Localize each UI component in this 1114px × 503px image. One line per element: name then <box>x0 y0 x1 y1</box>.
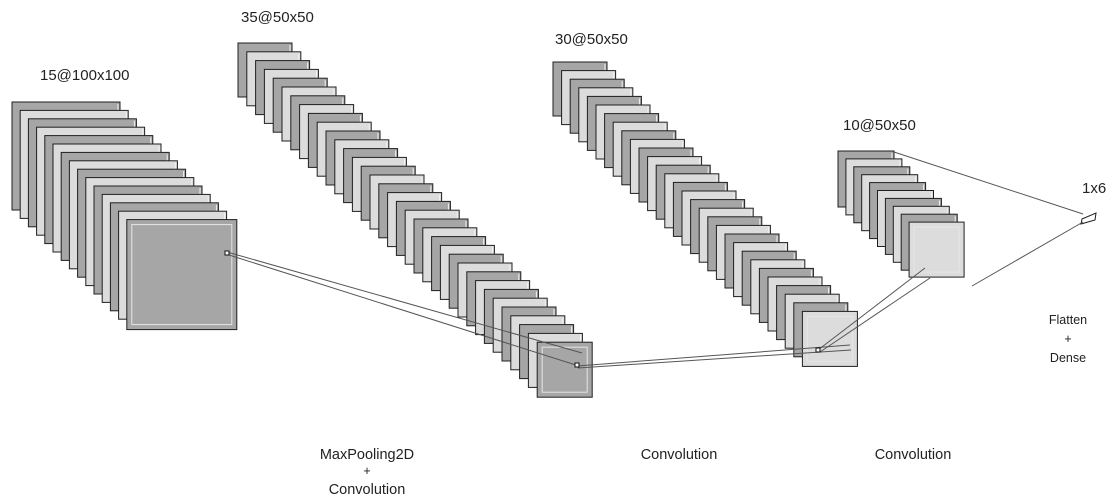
operation-2-line-0: Convolution <box>875 447 952 463</box>
layer-35-feature-maps <box>237 42 593 398</box>
operation-0-line-0: MaxPooling2D <box>320 447 414 463</box>
layer-4-dimension-label: 1x6 <box>1082 180 1106 197</box>
connector-line <box>226 251 583 354</box>
kernel-window <box>224 250 230 256</box>
connector-line <box>819 277 931 353</box>
operation-3-line-1: + <box>1064 332 1071 346</box>
front-map-inner-square <box>806 315 853 362</box>
layer-3-dimension-label: 10@50x50 <box>843 117 916 134</box>
operation-label-flatten-dense: Flatten + Dense <box>1049 313 1087 365</box>
layer-2-dimension-label: 30@50x50 <box>555 31 628 48</box>
layer-15-feature-maps <box>11 101 238 331</box>
layer-0-dimension-label: 15@100x100 <box>40 67 129 84</box>
operation-1-line-0: Convolution <box>641 447 718 463</box>
connector-line <box>577 349 852 369</box>
front-map-inner-square <box>913 226 960 273</box>
operation-label-convolution-2: Convolution <box>875 447 952 463</box>
operation-3-line-2: Dense <box>1050 351 1086 365</box>
connector-line <box>893 151 1084 215</box>
dense-output-vector <box>1080 212 1097 225</box>
operation-3-line-0: Flatten <box>1049 313 1087 327</box>
layer-30-feature-maps <box>552 61 858 367</box>
operation-label-convolution-1: Convolution <box>641 447 718 463</box>
connector-line <box>228 254 580 367</box>
feature-map <box>536 341 593 398</box>
output-dense-vector <box>1080 212 1097 225</box>
front-map-inner-square <box>131 224 233 326</box>
layer-1-dimension-label: 35@50x50 <box>241 9 314 26</box>
kernel-window <box>815 347 821 353</box>
operation-label-maxpool-conv: MaxPooling2D + Convolution <box>320 447 414 498</box>
operation-0-line-1: + <box>363 464 370 478</box>
connector-line <box>576 344 851 367</box>
feature-map <box>801 310 858 367</box>
receptive-field-connectors <box>224 151 1084 369</box>
feature-map <box>908 221 965 278</box>
kernel-window <box>574 362 580 368</box>
layer-10-feature-maps <box>837 150 965 278</box>
front-map-inner-square <box>541 346 588 393</box>
operation-0-line-2: Convolution <box>329 482 406 498</box>
feature-map <box>126 219 238 331</box>
connector-line <box>971 221 1084 287</box>
connector-line <box>817 267 926 351</box>
